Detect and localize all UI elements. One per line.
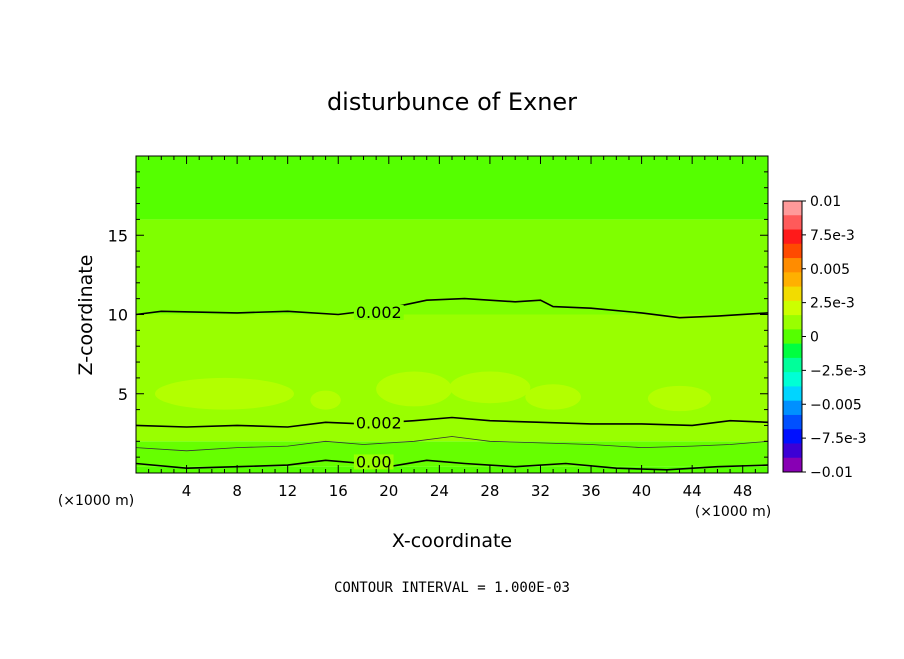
y-tick-label: 10 (108, 306, 128, 325)
colorbar-swatch (783, 429, 802, 444)
band-mid-level (136, 314, 768, 442)
x-tick-label: 36 (581, 482, 600, 500)
colorbar-swatch (783, 372, 802, 387)
colorbar-tick-label: −0.01 (810, 465, 853, 481)
color-bands (136, 156, 768, 473)
colorbar-swatch (783, 343, 802, 359)
y-axis: 5 10 15 (108, 171, 768, 458)
colorbar-swatch (783, 258, 802, 273)
y-tick-label: 15 (108, 226, 128, 245)
x-unit-right: (×1000 m) (695, 504, 771, 520)
colorbar-swatch (783, 201, 802, 216)
contour-label-bg-1 (353, 415, 404, 431)
colorbar-swatch (783, 286, 802, 302)
patch-0 (154, 377, 294, 410)
contour-line-1 (136, 416, 768, 428)
colorbar-tick-label: −2.5e-3 (810, 363, 867, 379)
x-tick-label: 12 (278, 482, 297, 500)
y-tick-label: 5 (118, 385, 128, 404)
patch-1 (376, 371, 452, 407)
contour-line-3 (136, 459, 768, 471)
x-tick-label: 8 (232, 482, 242, 500)
contour-line-0 (136, 297, 768, 319)
colorbar-swatch (783, 357, 802, 373)
x-axis: 4 8 12 16 20 24 28 32 36 40 44 48 (148, 156, 756, 500)
patch-2 (449, 371, 531, 404)
colorbar-swatch (783, 329, 802, 345)
x-tick-label: 16 (329, 482, 348, 500)
patch-5 (310, 390, 341, 410)
contour-lines (136, 297, 768, 471)
patch-3 (525, 384, 581, 410)
colorbar-swatch (783, 272, 802, 288)
colorbar: 0.01 7.5e-3 0.005 2.5e-3 0 −2.5e-3 −0.005 −7.5e… (782, 194, 867, 481)
colorbar-tick-label: 0 (810, 330, 819, 346)
x-tick-label: 48 (733, 482, 752, 500)
colorbar-swatch (783, 229, 802, 245)
colorbar-swatch (783, 386, 802, 402)
x-tick-label: 44 (683, 482, 702, 500)
contour-line-2 (136, 436, 768, 452)
chart-title: disturbunce of Exner (327, 88, 577, 116)
colorbar-swatch (783, 243, 802, 259)
contour-label-bg-0 (353, 304, 404, 320)
colorbar-swatch (783, 414, 802, 430)
plot-area (136, 156, 768, 473)
colorbar-swatch (783, 443, 802, 459)
x-axis-label: X-coordinate (392, 530, 512, 552)
contour-label-3: 0.00 (356, 452, 392, 471)
x-unit-left: (×1000 m) (58, 493, 134, 509)
colorbar-tick-label: 2.5e-3 (810, 296, 855, 312)
color-patches (154, 371, 712, 412)
band-top (136, 156, 768, 220)
colorbar-swatch (783, 457, 802, 473)
band-upper (136, 219, 768, 315)
contour-label-bg-3 (353, 454, 394, 470)
x-tick-label: 20 (379, 482, 398, 500)
x-tick-label: 32 (531, 482, 550, 500)
colorbar-swatch (783, 315, 802, 330)
y-axis-label: Z-coordinate (75, 255, 97, 376)
colorbar-swatch (783, 400, 802, 416)
colorbar-swatch (783, 215, 802, 231)
x-tick-label: 24 (430, 482, 449, 500)
colorbar-tick-label: 0.01 (810, 194, 841, 210)
contour-interval-note: CONTOUR INTERVAL = 1.000E-03 (334, 580, 570, 596)
contour-label-1: 0.002 (356, 413, 402, 432)
patch-4 (647, 385, 712, 412)
contour-label-0: 0.002 (356, 303, 402, 322)
colorbar-tick-label: 7.5e-3 (810, 228, 855, 244)
colorbar-swatch (783, 300, 802, 316)
x-tick-label: 40 (632, 482, 651, 500)
colorbar-tick-label: 0.005 (810, 262, 850, 278)
colorbar-tick-label: −7.5e-3 (810, 431, 867, 447)
x-tick-label: 28 (480, 482, 499, 500)
x-tick-label: 4 (182, 482, 192, 500)
colorbar-tick-label: −0.005 (810, 397, 862, 413)
contour-labels: 0.002 0.002 0.00 (353, 303, 404, 471)
